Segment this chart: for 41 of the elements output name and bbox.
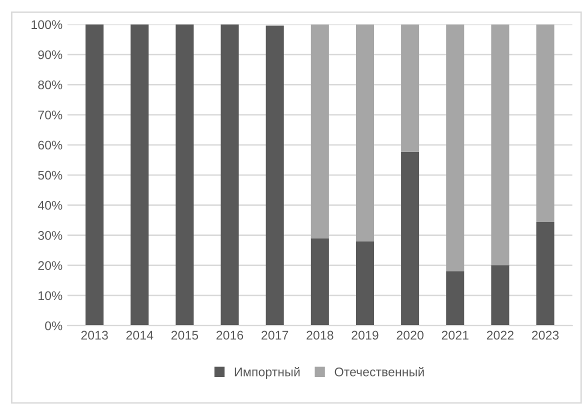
- x-tick-label: 2021: [442, 330, 468, 340]
- legend-label: Импортный: [234, 366, 300, 379]
- x-tick-label: 2015: [171, 330, 198, 340]
- bar: [446, 271, 464, 326]
- x-tick-label: 2016: [216, 330, 244, 340]
- bar: [446, 24, 464, 272]
- y-tick-label: 60%: [38, 140, 62, 150]
- x-tick-label: 2020: [396, 330, 424, 340]
- x-tick-label: 2013: [81, 330, 108, 340]
- bar: [220, 24, 239, 326]
- x-tick-label: 2014: [126, 330, 154, 340]
- y-tick-label: 100%: [32, 20, 62, 30]
- y-tick-label: 10%: [38, 291, 62, 300]
- bar: [536, 222, 554, 326]
- bar: [491, 265, 510, 326]
- bar: [310, 24, 329, 238]
- bar: [536, 24, 554, 222]
- x-tick-label: 2022: [486, 330, 514, 340]
- bar: [491, 24, 510, 266]
- bar: [310, 238, 329, 326]
- y-tick-label: 20%: [38, 261, 62, 270]
- bar: [86, 24, 104, 326]
- y-tick-label: 0%: [45, 321, 62, 330]
- bar: [401, 24, 420, 152]
- y-tick-label: 90%: [38, 50, 62, 60]
- bar: [176, 24, 194, 326]
- x-tick-label: 2023: [532, 330, 559, 340]
- bar: [401, 152, 420, 326]
- y-tick-label: 30%: [38, 231, 62, 240]
- x-tick-label: 2018: [306, 330, 334, 340]
- y-tick-label: 40%: [38, 200, 62, 210]
- y-tick-label: 70%: [38, 110, 62, 120]
- y-tick-label: 50%: [38, 170, 62, 180]
- x-tick-label: 2017: [262, 330, 288, 340]
- bar: [356, 241, 374, 326]
- bar: [130, 24, 149, 326]
- bar: [266, 26, 284, 326]
- x-tick-label: 2019: [352, 330, 378, 340]
- bar: [356, 24, 374, 242]
- legend-label: Отечественный: [334, 366, 424, 376]
- y-tick-label: 80%: [38, 80, 62, 90]
